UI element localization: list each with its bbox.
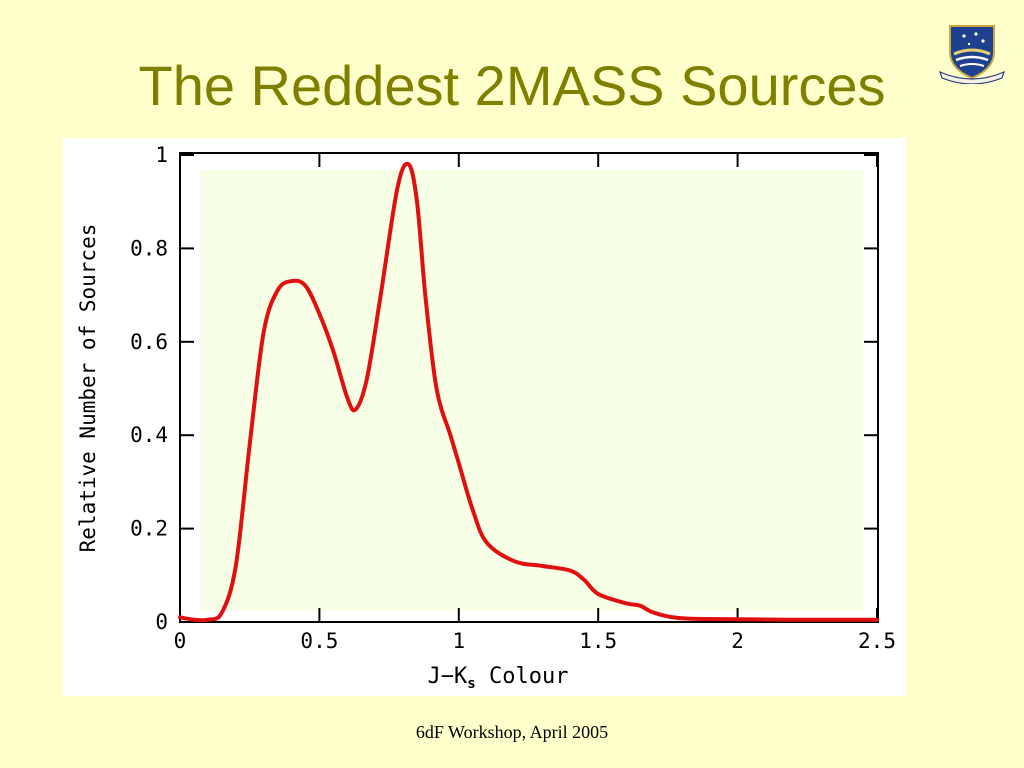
- y-tick-label: 0: [155, 610, 168, 634]
- footer-text: 6dF Workshop, April 2005: [415, 722, 609, 742]
- y-axis: 0 0.2 0.4 0.6 0.8 1: [130, 143, 878, 634]
- plot-frame: [179, 152, 879, 623]
- y-tick-label: 0.2: [130, 517, 168, 541]
- university-crest-icon: [939, 25, 1005, 84]
- y-tick-label: 0.8: [130, 236, 168, 260]
- x-tick-label: 2.5: [858, 629, 896, 653]
- x-tick-label: 0: [174, 629, 187, 653]
- y-tick-label: 1: [155, 143, 168, 167]
- y-tick-label: 0.4: [130, 423, 168, 447]
- plot-area-background: [200, 170, 863, 611]
- series-line: [178, 161, 879, 623]
- x-axis: 0 0.5 1 1.5 2 2.5: [174, 153, 896, 653]
- y-tick-label: 0.6: [130, 330, 168, 354]
- chart-panel: 0 0.5 1 1.5 2 2.5 0 0.2 0.4 0.6 0.8 1 J−Ks Colour …: [63, 138, 906, 696]
- x-tick-label: 1.5: [579, 629, 617, 653]
- x-tick-label: 2: [731, 629, 744, 653]
- chart: 0 0.5 1 1.5 2 2.5 00.20.40.60.81 J−Ks Colour …: [76, 143, 896, 692]
- x-tick-label: 1: [452, 629, 465, 653]
- slide-title: The Reddest 2MASS Sources: [138, 54, 886, 117]
- x-tick-label: 0.5: [300, 629, 338, 653]
- x-axis-label: J−Ks Colour: [428, 664, 569, 692]
- y-axis-label: Relative Number of Sources: [76, 224, 100, 553]
